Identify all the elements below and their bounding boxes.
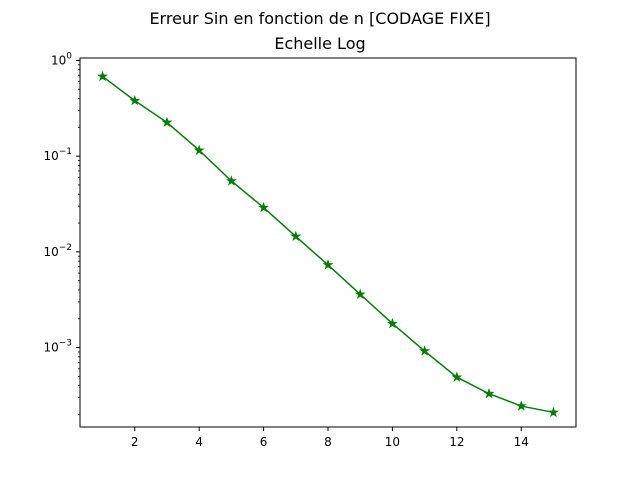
- data-point-star: [386, 317, 398, 329]
- data-point-star: [419, 345, 431, 356]
- data-point-star: [258, 201, 270, 213]
- data-point-star: [451, 371, 463, 382]
- data-point-star: [290, 230, 302, 242]
- data-point-star: [129, 94, 141, 106]
- chart-title: Erreur Sin en fonction de n [CODAGE FIXE…: [149, 9, 490, 28]
- y-tick-label: 10−1: [43, 147, 72, 163]
- x-tick-label: 8: [324, 435, 332, 449]
- data-point-star: [193, 144, 205, 155]
- x-tick-label: 12: [449, 435, 464, 449]
- y-tick-label: 100: [51, 51, 72, 67]
- series-layer: [97, 70, 559, 418]
- data-point-star: [354, 288, 366, 299]
- x-tick-label: 6: [260, 435, 268, 449]
- plot-frame: [79, 57, 577, 428]
- data-point-star: [161, 116, 173, 128]
- tick-layer: 2 4 6 8 10 12 14 100 10−1 10−2 10−3: [43, 51, 528, 449]
- x-tick-label: 4: [195, 435, 203, 449]
- data-point-star: [97, 70, 108, 82]
- x-tick-label: 14: [514, 435, 529, 449]
- y-tick-label: 10−3: [43, 339, 72, 355]
- data-point-star: [515, 400, 527, 411]
- x-tick-label: 2: [131, 435, 139, 449]
- data-point-star: [225, 175, 237, 186]
- data-point-star: [483, 387, 495, 399]
- data-point-star: [322, 259, 334, 270]
- y-tick-label: 10−2: [43, 243, 72, 259]
- data-point-star: [548, 406, 559, 418]
- chart-subtitle: Echelle Log: [274, 34, 365, 53]
- x-tick-label: 10: [385, 435, 400, 449]
